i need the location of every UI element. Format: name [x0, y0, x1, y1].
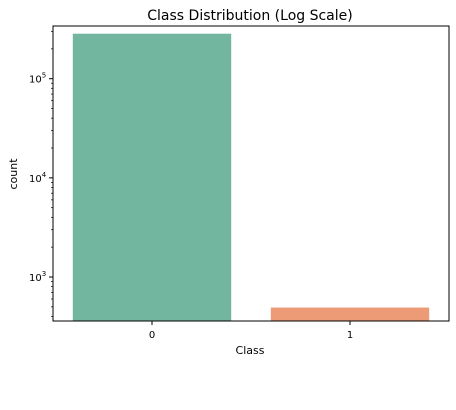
- bars-group: [72, 33, 430, 322]
- plot-frame: [52, 25, 450, 322]
- y-tick-label: 103: [29, 270, 46, 284]
- y-tick-label: 104: [29, 171, 47, 185]
- y-ticks-group: 103 104 105: [29, 31, 53, 317]
- x-tick-label: 0: [149, 330, 155, 341]
- x-tick-label: 1: [347, 330, 353, 341]
- bar-class-1: [270, 307, 430, 321]
- y-axis-label: count: [7, 158, 20, 190]
- x-axis-label: Class: [236, 344, 265, 357]
- y-tick-label: 105: [29, 72, 46, 86]
- chart-title: Class Distribution (Log Scale): [147, 8, 352, 24]
- bar-class-0: [72, 33, 232, 322]
